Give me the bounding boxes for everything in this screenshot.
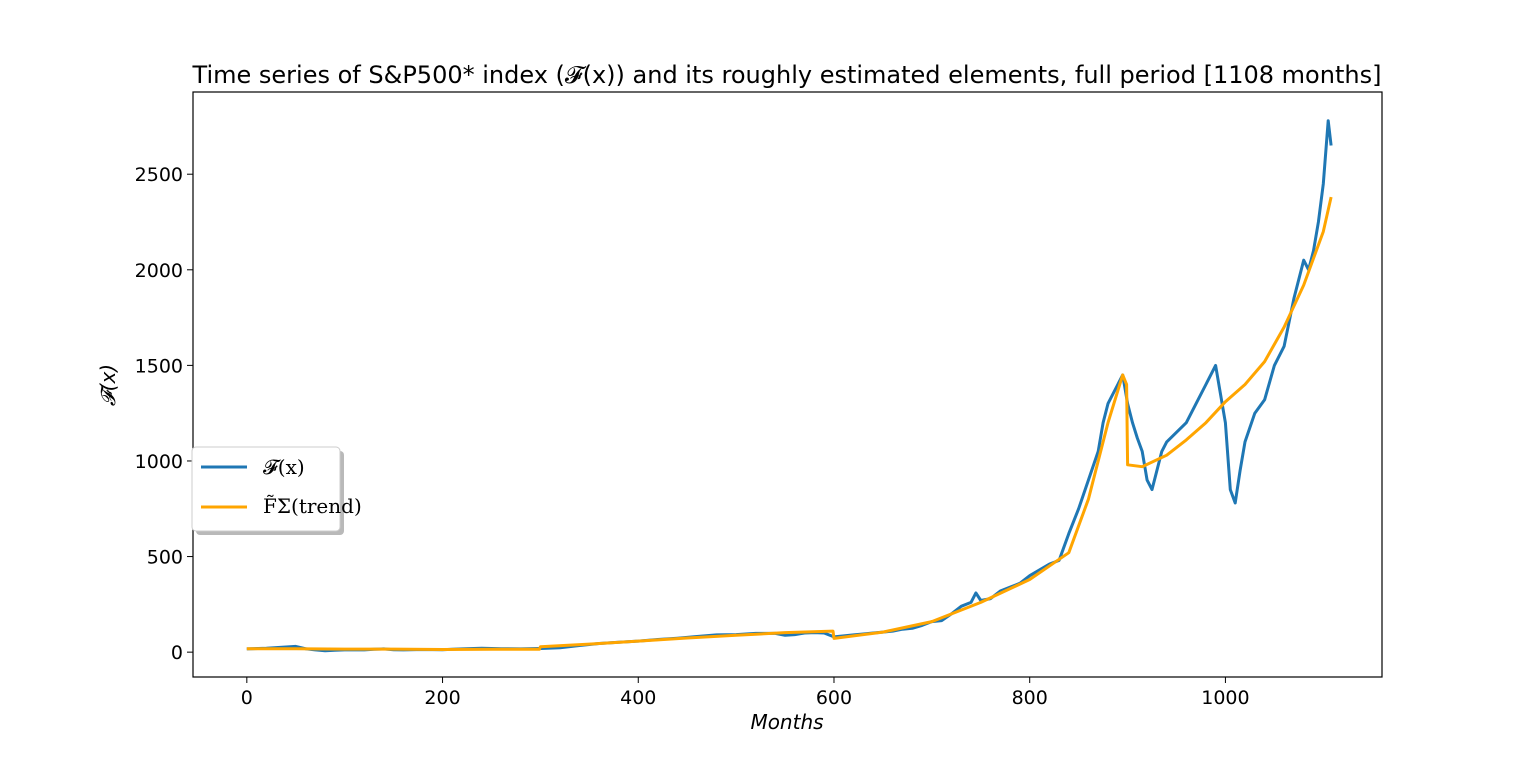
plot-frame: [192, 91, 1383, 678]
x-tick-label: 1000: [1201, 687, 1249, 709]
x-axis: 0 200 400 600 800 1000: [241, 677, 1250, 709]
y-axis: 0 500 1000 1500 2000 2500: [135, 164, 193, 664]
x-tick-label: 200: [424, 687, 460, 709]
legend-label-trend: F̃Σ(trend): [263, 494, 362, 518]
y-axis-label: 𝓕(x): [96, 364, 120, 406]
y-tick-label: 2000: [135, 260, 183, 282]
series-line-trend: [246, 196, 1333, 651]
y-tick-label: 1000: [135, 451, 183, 473]
y-tick-label: 1500: [135, 355, 183, 377]
x-axis-label: Months: [750, 710, 823, 734]
legend-label-fx: 𝓕(x): [263, 455, 305, 479]
series-layer: [246, 119, 1333, 653]
legend: 𝓕(x) F̃Σ(trend): [191, 446, 362, 535]
y-tick-label: 2500: [135, 164, 183, 186]
x-tick-label: 800: [1012, 687, 1048, 709]
y-tick-label: 0: [171, 642, 183, 664]
x-tick-label: 400: [620, 687, 656, 709]
x-tick-label: 0: [241, 687, 253, 709]
x-tick-label: 600: [816, 687, 852, 709]
chart-title: Time series of S&P500* index (𝓕(x)) and …: [192, 61, 1382, 89]
y-tick-label: 500: [147, 547, 183, 569]
plot-area: [192, 91, 1383, 678]
